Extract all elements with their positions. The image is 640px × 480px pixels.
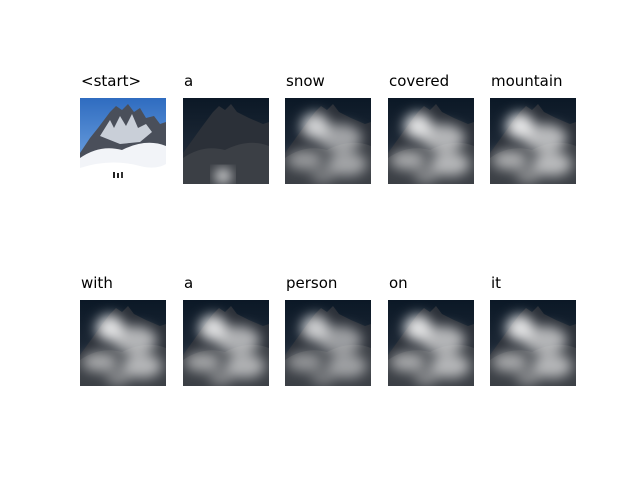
token-label: with — [81, 274, 113, 292]
attention-map-image — [80, 300, 166, 386]
attention-map-image — [183, 98, 269, 184]
token-label: covered — [389, 72, 450, 90]
attention-map-image — [285, 300, 371, 386]
token-label: on — [389, 274, 408, 292]
original-image — [80, 98, 166, 184]
token-label: a — [184, 72, 194, 90]
token-label: a — [184, 274, 194, 292]
attention-map-image — [388, 98, 474, 184]
attention-map-image — [388, 300, 474, 386]
token-label: it — [491, 274, 502, 292]
token-label: person — [286, 274, 338, 292]
token-label: mountain — [491, 72, 563, 90]
attention-map-image — [285, 98, 371, 184]
token-label: <start> — [81, 72, 142, 90]
token-label: snow — [286, 72, 325, 90]
attention-map-image — [490, 98, 576, 184]
attention-map-image — [490, 300, 576, 386]
attention-map-image — [183, 300, 269, 386]
